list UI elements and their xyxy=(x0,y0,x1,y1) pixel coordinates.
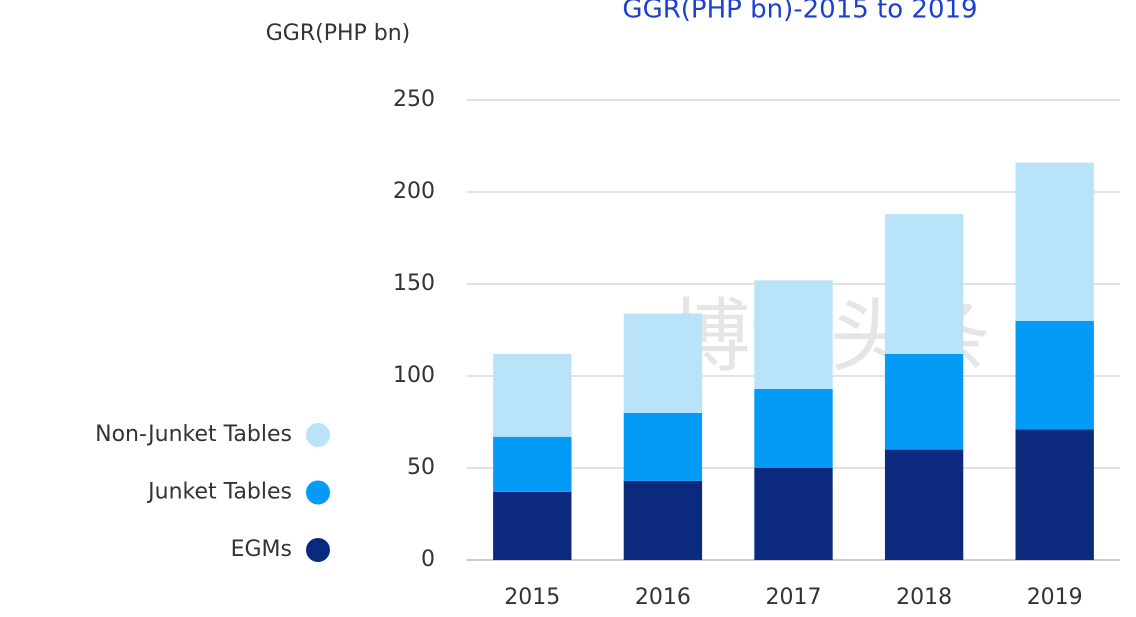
x-tick-label: 2016 xyxy=(635,585,691,610)
bar-segment xyxy=(493,436,572,492)
x-tick-label: 2019 xyxy=(1027,585,1083,610)
x-tick-label: 2017 xyxy=(766,585,822,610)
legend-label: Junket Tables xyxy=(146,480,292,505)
bar-segment xyxy=(493,491,572,560)
legend-label: EGMs xyxy=(231,537,292,562)
legend-swatch xyxy=(306,423,330,447)
y-tick-label: 50 xyxy=(407,455,435,480)
legend-swatch xyxy=(306,538,330,562)
chart-title: GGR(PHP bn)-2015 to 2019 xyxy=(622,0,977,25)
legend-label: Non-Junket Tables xyxy=(95,422,292,447)
x-tick-label: 2015 xyxy=(504,585,560,610)
bar-segment xyxy=(754,468,833,560)
bar-segment xyxy=(623,313,703,413)
bar-segment xyxy=(884,214,964,354)
bar-segment xyxy=(754,280,833,389)
y-tick-label: 200 xyxy=(393,179,435,204)
bar-segment xyxy=(884,449,964,560)
y-tick-label: 250 xyxy=(393,87,435,112)
bar-segment xyxy=(1015,162,1094,321)
bar-segment xyxy=(623,480,703,560)
y-tick-label: 100 xyxy=(393,363,435,388)
bar-segment xyxy=(623,412,703,481)
y-axis-label: GGR(PHP bn) xyxy=(266,21,411,46)
bar-segment xyxy=(884,353,964,450)
y-tick-label: 0 xyxy=(421,547,435,572)
bar-segment xyxy=(1015,320,1094,430)
bar-segment xyxy=(1015,429,1094,560)
bar-segment xyxy=(493,353,572,437)
x-tick-label: 2018 xyxy=(896,585,952,610)
legend-swatch xyxy=(306,480,330,505)
y-tick-label: 150 xyxy=(393,271,435,296)
bar-segment xyxy=(754,388,833,468)
